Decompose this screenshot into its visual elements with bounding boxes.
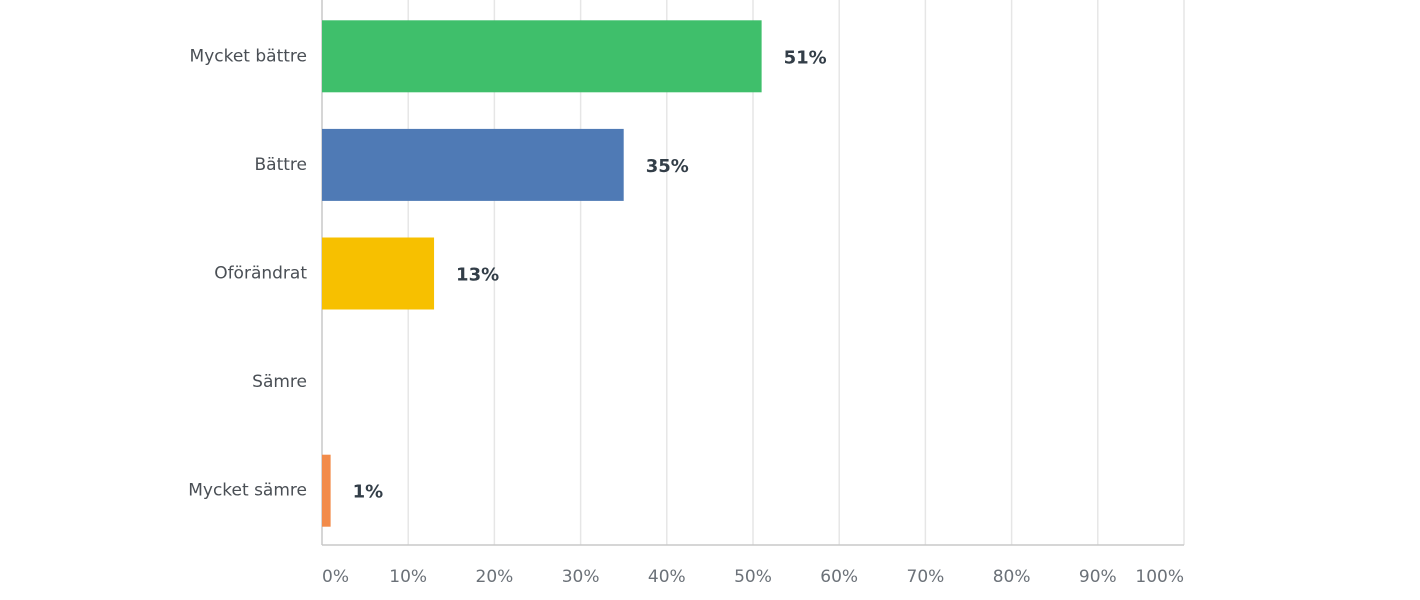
category-label: Bättre <box>255 155 308 175</box>
x-tick-label: 60% <box>820 567 858 587</box>
category-label: Oförändrat <box>214 264 307 284</box>
x-tick-label: 90% <box>1079 567 1117 587</box>
category-label: Sämre <box>252 372 307 392</box>
value-label: 51% <box>784 47 827 68</box>
x-tick-label: 40% <box>648 567 686 587</box>
x-tick-label: 100% <box>1135 567 1184 587</box>
x-tick-label: 0% <box>322 567 349 587</box>
category-label: Mycket sämre <box>188 481 307 501</box>
value-label: 1% <box>353 482 384 503</box>
x-tick-label: 50% <box>734 567 772 587</box>
value-label: 13% <box>456 265 499 286</box>
x-tick-label: 80% <box>993 567 1031 587</box>
x-tick-label: 30% <box>562 567 600 587</box>
category-label: Mycket bättre <box>190 46 307 66</box>
bar <box>322 128 624 201</box>
x-tick-label: 10% <box>389 567 427 587</box>
value-label: 35% <box>646 156 689 177</box>
bar <box>322 20 762 93</box>
x-tick-label: 70% <box>907 567 945 587</box>
x-tick-label: 20% <box>476 567 514 587</box>
bar <box>322 454 331 527</box>
bar <box>322 237 435 310</box>
